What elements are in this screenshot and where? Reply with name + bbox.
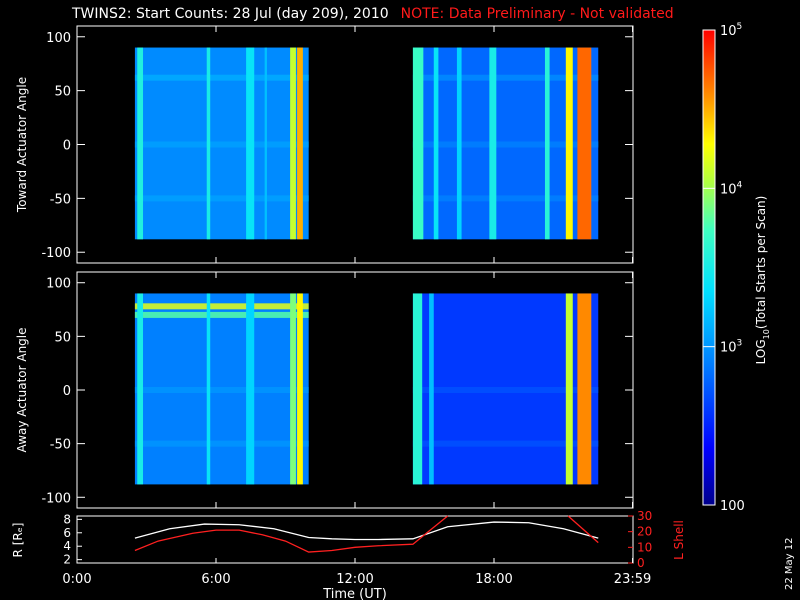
heatmap-band	[134, 440, 309, 447]
colorbar-tick-exp: 3	[737, 339, 743, 349]
colorbar-label-rest: (Total Starts per Scan)	[754, 196, 768, 330]
away-heatmap-panel: 100 50 0 -50 -100 Away Actuator Angle	[15, 271, 634, 509]
heatmap-band	[134, 195, 309, 202]
colorbar-label-base: LOG	[754, 339, 768, 364]
heatmap-stripe	[577, 293, 592, 485]
y-axis-label: Toward Actuator Angle	[15, 77, 29, 213]
heatmap-stripe	[544, 47, 550, 240]
x-tick-label: 23:59	[614, 572, 651, 587]
heatmap-band	[412, 387, 599, 393]
side-date-label: 22 May 12	[784, 537, 795, 590]
colorbar-gradient	[702, 29, 716, 506]
colorbar-tick-exp: 5	[737, 22, 743, 32]
heatmap-stripe	[206, 47, 211, 240]
chart-title: TWINS2: Start Counts: 28 Jul (day 209), …	[72, 6, 674, 22]
x-tick-label: 18:00	[475, 572, 512, 587]
heatmap-band	[134, 387, 309, 393]
heatmap-band	[412, 440, 599, 447]
y-tick-label: -100	[41, 491, 71, 506]
colorbar-label-sub: 10	[762, 329, 771, 339]
heatmap-band	[134, 303, 309, 310]
heatmap-stripe	[246, 293, 255, 485]
y-tick-label-left: 8	[63, 512, 71, 526]
colorbar-tick-exp: 4	[737, 180, 743, 190]
title-note: NOTE: Data Preliminary - Not validated	[400, 6, 674, 22]
lshell-line-series	[567, 515, 599, 544]
y-tick-label: -50	[50, 438, 71, 453]
heatmap-band	[412, 141, 599, 148]
colorbar-tick-label: 105	[720, 22, 742, 39]
colorbar-label: LOG10(Total Starts per Scan)	[754, 196, 771, 365]
heatmap-stripe	[429, 293, 434, 485]
heatmap-stripe	[456, 47, 462, 240]
lshell-line-series	[134, 515, 449, 553]
y-tick-label: 50	[54, 330, 71, 345]
heatmap-stripe	[297, 47, 303, 240]
y-axis-label: Away Actuator Angle	[15, 327, 29, 452]
y-axis-label-right: L Shell	[672, 520, 686, 560]
colorbar-tick-base: 10	[720, 182, 737, 197]
heatmap-stripe	[565, 293, 573, 485]
colorbar-tick-label: 104	[720, 180, 743, 197]
heatmap-stripe	[137, 47, 144, 240]
heatmap-band	[412, 195, 599, 202]
y-tick-label: -100	[41, 246, 71, 261]
colorbar-tick-base: 100	[720, 499, 745, 514]
heatmap-stripe	[297, 293, 303, 485]
x-tick-label: 6:00	[201, 572, 230, 587]
colorbar-tick-label: 103	[720, 339, 742, 356]
heatmap-stripe	[489, 47, 497, 240]
heatmap-band	[134, 74, 309, 81]
colorbar-tick-base: 10	[720, 341, 737, 356]
y-tick-label-right: 0	[637, 556, 645, 570]
colorbar-tick-label: 100	[720, 499, 745, 514]
y-tick-label: 50	[54, 85, 71, 100]
title-main: TWINS2: Start Counts: 28 Jul (day 209), …	[72, 6, 389, 22]
y-tick-label-right: 10	[637, 540, 652, 554]
y-tick-label-left: 6	[63, 526, 71, 540]
heatmap-band	[134, 311, 309, 318]
heatmap-band	[412, 74, 599, 81]
colorbar-tick-base: 10	[720, 24, 737, 39]
y-tick-label: 0	[63, 384, 71, 399]
heatmap-stripe	[412, 47, 424, 240]
heatmap-stripe	[246, 47, 255, 240]
x-axis-label: Time (UT)	[322, 587, 387, 600]
heatmap-stripe	[137, 293, 144, 485]
y-tick-label-right: 30	[637, 509, 652, 523]
y-tick-label-left: 4	[63, 539, 71, 553]
y-axis-label-left: R [Rₑ]	[11, 523, 25, 558]
heatmap-band	[134, 141, 309, 148]
heatmap-stripe	[290, 47, 296, 240]
heatmap-stripe	[412, 293, 423, 485]
heatmap-stripe	[264, 47, 267, 240]
heatmap-stripe	[206, 293, 211, 485]
toward-heatmap-panel: 100 50 0 -50 -100 Toward Actuator Angle	[15, 25, 634, 264]
x-tick-label: 0:00	[62, 572, 91, 587]
y-tick-label: 0	[63, 139, 71, 154]
y-tick-label: 100	[46, 277, 71, 292]
y-tick-label-right: 20	[637, 525, 652, 539]
y-tick-label: 100	[46, 31, 71, 46]
heatmap-stripe	[433, 47, 439, 240]
y-tick-label-left: 2	[63, 553, 71, 567]
heatmap-stripe	[565, 47, 573, 240]
heatmap-stripe	[577, 47, 592, 240]
x-tick-label: 12:00	[336, 572, 373, 587]
y-tick-label: -50	[50, 192, 71, 207]
r-line-series	[134, 521, 599, 541]
heatmap-stripe	[290, 293, 296, 485]
